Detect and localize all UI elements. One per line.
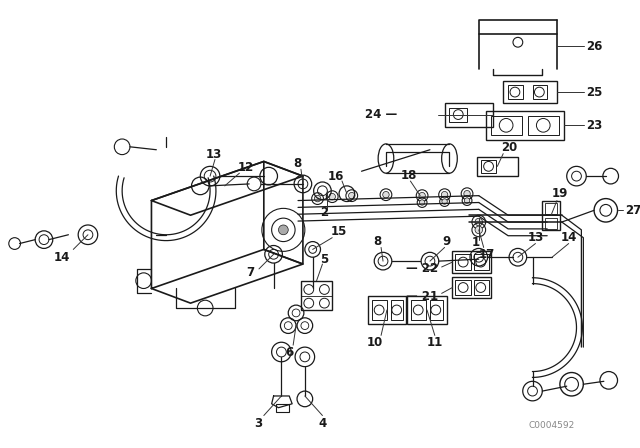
Text: C0004592: C0004592: [529, 421, 575, 430]
Text: 11: 11: [427, 336, 444, 349]
Text: 9: 9: [443, 235, 451, 248]
Text: 5: 5: [321, 253, 329, 266]
Bar: [542, 201, 560, 230]
Bar: [545, 218, 557, 229]
Text: 12: 12: [237, 161, 253, 174]
Circle shape: [475, 226, 483, 233]
Circle shape: [419, 200, 425, 205]
Bar: [391, 300, 403, 320]
Text: 3: 3: [254, 417, 262, 430]
Text: 6: 6: [285, 345, 294, 358]
Circle shape: [278, 225, 288, 235]
Text: 1: 1: [472, 236, 480, 249]
Circle shape: [464, 190, 470, 197]
Bar: [503, 82, 557, 103]
Text: 2: 2: [321, 206, 328, 219]
Bar: [369, 296, 406, 323]
Bar: [449, 108, 467, 122]
Text: — 22: — 22: [406, 263, 438, 276]
Text: 4: 4: [319, 417, 327, 430]
Text: 8: 8: [373, 235, 381, 248]
Text: 8: 8: [293, 157, 301, 170]
Circle shape: [442, 199, 447, 204]
Bar: [527, 116, 559, 135]
Bar: [477, 157, 518, 176]
Bar: [452, 277, 492, 298]
Bar: [276, 404, 289, 412]
Bar: [474, 280, 488, 295]
Circle shape: [383, 191, 389, 198]
Bar: [301, 281, 332, 310]
Text: 10: 10: [367, 336, 383, 349]
Text: 17: 17: [479, 248, 495, 261]
Text: 14: 14: [54, 251, 70, 264]
Circle shape: [442, 191, 448, 198]
Bar: [474, 254, 488, 270]
Circle shape: [314, 195, 321, 202]
Text: — 21: — 21: [406, 290, 438, 303]
Text: 25: 25: [586, 86, 603, 99]
Circle shape: [419, 193, 426, 199]
Text: 24 —: 24 —: [365, 108, 397, 121]
Bar: [412, 300, 426, 320]
Bar: [545, 203, 557, 214]
Circle shape: [465, 198, 470, 203]
Text: 16: 16: [327, 170, 344, 183]
Bar: [508, 85, 523, 99]
Bar: [430, 300, 443, 320]
Circle shape: [349, 193, 355, 199]
Bar: [408, 296, 447, 323]
Text: 19: 19: [552, 187, 568, 200]
Text: 13: 13: [205, 148, 221, 161]
Text: 7: 7: [246, 267, 254, 280]
Bar: [372, 300, 387, 320]
Bar: [445, 103, 493, 127]
Bar: [452, 251, 492, 273]
Text: 14: 14: [561, 231, 577, 244]
Bar: [532, 85, 547, 99]
Bar: [455, 280, 471, 295]
Bar: [490, 116, 522, 135]
Text: 23: 23: [586, 119, 602, 132]
Bar: [481, 159, 497, 173]
Circle shape: [329, 194, 335, 200]
Bar: [455, 254, 471, 270]
Text: 20: 20: [501, 141, 518, 154]
Text: 18: 18: [401, 168, 417, 181]
Circle shape: [475, 218, 483, 226]
Bar: [486, 111, 564, 140]
Text: 13: 13: [527, 231, 544, 244]
Text: 27: 27: [625, 204, 640, 217]
Text: 15: 15: [330, 225, 347, 238]
Text: 26: 26: [586, 40, 603, 53]
